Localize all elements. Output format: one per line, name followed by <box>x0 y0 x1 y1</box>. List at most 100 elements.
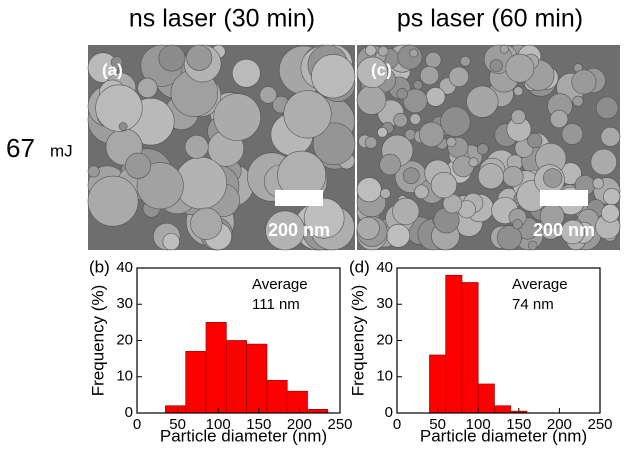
y-tick-label: 10 <box>116 368 133 385</box>
y-tick-label: 10 <box>376 368 393 385</box>
y-tick-label: 30 <box>116 295 133 312</box>
particle <box>490 59 502 71</box>
particle <box>410 49 418 57</box>
particle <box>562 124 583 145</box>
y-axis-label: Frequency (%) <box>348 285 367 396</box>
particle <box>572 70 596 94</box>
particle <box>511 110 525 124</box>
particle <box>163 233 180 250</box>
scale-label: 200 nm <box>533 220 595 240</box>
y-tick-label: 20 <box>116 331 133 348</box>
x-axis-label: Particle diameter (nm) <box>420 426 587 445</box>
scale-bar <box>275 190 323 206</box>
particle <box>119 122 127 130</box>
particle <box>392 198 419 225</box>
particle <box>378 46 388 56</box>
particle <box>506 54 534 82</box>
particle <box>431 172 457 198</box>
x-tick-label: 250 <box>587 416 612 433</box>
particle <box>387 224 410 247</box>
particle <box>478 164 503 189</box>
particle <box>403 168 419 184</box>
row-value: 67 <box>6 133 35 163</box>
panel-label: (b) <box>89 257 110 276</box>
row-unit: mJ <box>50 141 73 160</box>
bar <box>494 406 510 413</box>
particle <box>190 208 222 240</box>
particle <box>185 135 208 158</box>
annotation: 74 nm <box>512 296 554 313</box>
particle <box>425 52 441 68</box>
y-tick-label: 0 <box>125 404 133 421</box>
bar <box>226 341 246 414</box>
x-tick-label: 0 <box>393 416 401 433</box>
particle <box>357 85 386 114</box>
scale-label: 200 nm <box>268 220 330 240</box>
particle <box>397 88 408 99</box>
particle <box>469 158 478 167</box>
annotation: Average <box>252 276 308 293</box>
bar <box>446 275 462 413</box>
bar <box>287 391 307 413</box>
particle <box>477 144 488 155</box>
particle <box>377 127 387 137</box>
particle <box>543 169 562 188</box>
particle <box>500 45 508 53</box>
bar <box>186 351 206 413</box>
particle <box>420 66 439 85</box>
particle <box>398 45 422 69</box>
particle <box>467 86 499 118</box>
particle <box>514 87 523 96</box>
bar <box>267 380 287 413</box>
annotation: 111 nm <box>252 296 300 313</box>
y-tick-label: 40 <box>376 259 393 276</box>
particle <box>591 149 617 175</box>
particle <box>413 81 422 90</box>
particle <box>419 122 444 147</box>
particle <box>214 94 261 141</box>
image-label: (a) <box>102 60 123 79</box>
particle <box>380 188 390 198</box>
plot-frame <box>397 268 600 413</box>
annotation: Average <box>512 276 568 293</box>
x-axis-label: Particle diameter (nm) <box>160 426 327 445</box>
bar <box>165 406 185 413</box>
scale-bar <box>540 190 588 206</box>
image-label: (c) <box>371 60 392 79</box>
particle <box>138 78 158 98</box>
particle <box>503 166 523 186</box>
particle <box>311 54 355 98</box>
particle <box>357 217 379 239</box>
figure: ns laser (30 min) ps laser (60 min) 67 m… <box>0 0 625 461</box>
particle <box>232 59 260 87</box>
particle <box>603 188 620 205</box>
particle <box>460 56 470 66</box>
particle <box>365 45 376 56</box>
bar <box>429 355 445 413</box>
particle <box>415 185 429 199</box>
particle <box>380 154 401 175</box>
y-axis-label: Frequency (%) <box>88 285 107 396</box>
particle <box>596 97 618 119</box>
y-tick-label: 30 <box>376 295 393 312</box>
particle <box>426 87 445 106</box>
particle <box>88 176 138 226</box>
y-tick-label: 20 <box>376 331 393 348</box>
particle <box>394 113 408 127</box>
bar <box>478 384 494 413</box>
particle <box>550 110 568 128</box>
particle <box>88 166 99 177</box>
particle <box>159 45 185 71</box>
particle <box>96 85 143 132</box>
particle <box>441 107 471 137</box>
column-title: ns laser (30 min) <box>129 5 315 33</box>
particle <box>357 178 381 202</box>
particle <box>365 137 377 149</box>
y-tick-label: 40 <box>116 259 133 276</box>
bar <box>247 344 267 413</box>
particle <box>186 45 211 70</box>
particle <box>284 91 332 139</box>
panel-label: (d) <box>349 257 370 276</box>
particle <box>513 219 523 229</box>
y-tick-label: 0 <box>385 404 393 421</box>
